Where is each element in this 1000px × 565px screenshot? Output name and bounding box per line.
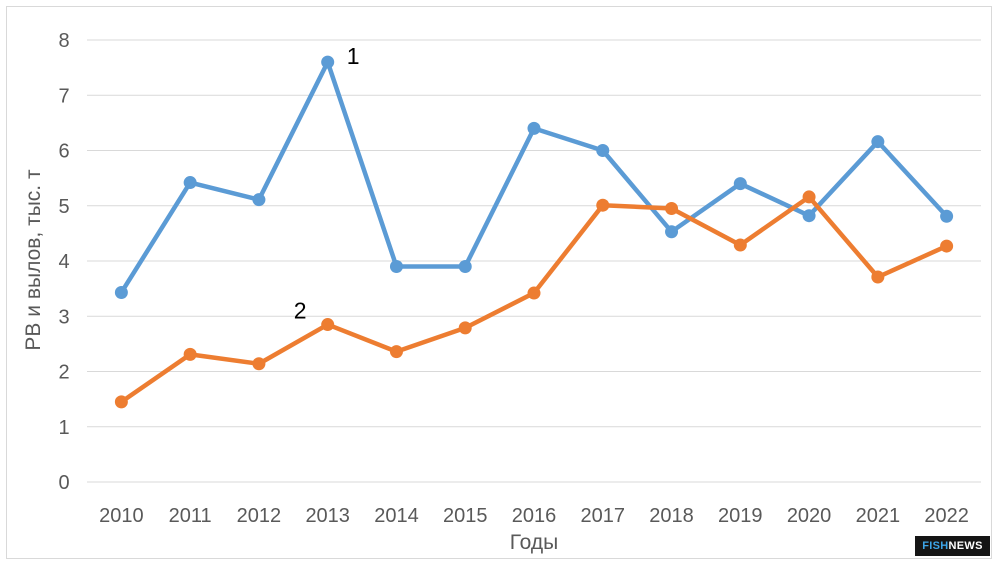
y-tick-label: 7 [58,85,69,107]
series-1-line [119,59,949,295]
x-axis-title: Годы [510,531,559,554]
series-1-point [871,135,885,149]
x-tick-label: 2018 [649,505,694,527]
series-1-point [940,209,954,223]
y-tick-label: 3 [58,306,69,328]
series-1-point [458,260,472,274]
x-tick-label: 2010 [99,505,144,527]
series-1-point [665,225,679,239]
series-2-point [596,198,610,212]
y-tick-label: 4 [58,251,69,273]
series-2-label: 2 [294,298,307,324]
x-tick-label: 2012 [237,505,282,527]
series-1-point [389,260,403,274]
y-tick-label: 8 [58,30,69,52]
series-2-point [527,286,541,300]
series-2-point [665,202,679,216]
x-tick-label: 2017 [581,505,626,527]
series-1-point [596,144,610,157]
series-2-point [252,357,266,371]
series-2-point [321,318,335,332]
series-1-point [252,193,266,207]
x-tick-label: 2014 [374,505,419,527]
series-2-point [733,238,747,252]
x-tick-label: 2020 [787,505,832,527]
series-2-point [802,190,816,204]
series-1-point [183,176,197,190]
x-tick-label: 2011 [169,505,212,527]
y-tick-label: 5 [58,196,69,218]
chart-frame [6,6,992,559]
series-2-point [871,270,885,284]
x-tick-label: 2022 [924,505,969,527]
y-axis-title: РВ и вылов, тыс. т [22,169,45,351]
series-2-point [389,345,403,359]
series-1-point [733,177,747,191]
series-1-point [527,121,541,135]
x-tick-label: 2019 [718,505,763,527]
series-2-point [458,321,472,335]
y-tick-label: 2 [58,362,69,384]
series-1-label: 1 [347,43,360,69]
series-2-point [183,347,197,361]
series-1-point [114,285,128,299]
series-1-point [321,55,335,69]
y-tick-label: 0 [58,472,69,494]
series-2-point [940,239,954,253]
series-1-point [802,209,816,223]
x-tick-label: 2016 [512,505,557,527]
fishnews-logo: FISH NEWS [915,536,990,556]
x-tick-label: 2013 [305,505,350,527]
y-tick-label: 1 [58,417,69,439]
x-tick-label: 2021 [856,505,901,527]
series-2-point [114,395,128,409]
x-tick-label: 2015 [443,505,488,527]
y-tick-label: 6 [58,141,69,163]
